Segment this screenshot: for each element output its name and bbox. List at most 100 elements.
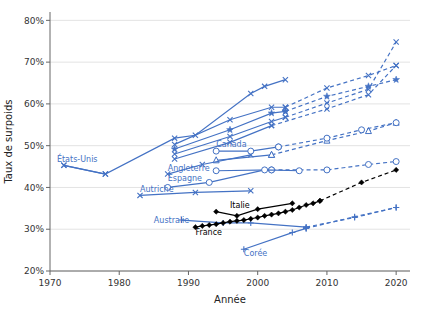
tick-label: 60%	[24, 99, 44, 109]
point	[268, 109, 275, 116]
tick-mark	[46, 229, 50, 230]
point	[234, 218, 239, 223]
series	[283, 39, 399, 119]
point	[393, 205, 399, 211]
grid-line	[50, 62, 410, 63]
tick-label: 1980	[108, 278, 131, 288]
line	[272, 65, 397, 125]
line	[285, 65, 396, 107]
point	[276, 211, 281, 216]
point	[303, 225, 309, 231]
point	[283, 209, 288, 214]
point	[255, 215, 260, 220]
tick-mark	[46, 145, 50, 146]
series	[193, 198, 323, 230]
point	[227, 134, 232, 139]
line	[272, 162, 397, 170]
tick-mark	[46, 187, 50, 188]
line	[278, 123, 396, 147]
point	[297, 205, 302, 210]
point	[227, 219, 232, 224]
point	[394, 39, 399, 44]
point	[393, 119, 399, 125]
series	[303, 205, 399, 231]
point	[171, 145, 178, 152]
point	[296, 168, 302, 174]
grid-line	[50, 20, 410, 21]
point	[214, 222, 219, 227]
annotation: Italie	[230, 201, 250, 210]
point	[289, 230, 295, 236]
line	[244, 228, 306, 249]
tick-mark	[396, 271, 397, 275]
tick-mark	[119, 271, 120, 275]
point	[324, 100, 329, 105]
annotations: États-UnisAngleterreEspagneAutricheCanad…	[57, 140, 267, 258]
point	[324, 85, 329, 90]
series	[275, 120, 399, 150]
line	[175, 111, 286, 149]
point	[352, 214, 358, 220]
point	[282, 108, 289, 115]
plot-area	[61, 39, 399, 252]
annotation: France	[195, 228, 222, 237]
tick-mark	[50, 271, 51, 275]
point	[366, 73, 371, 78]
line	[195, 201, 320, 227]
point	[269, 151, 275, 157]
point	[290, 201, 295, 206]
point	[324, 167, 330, 173]
point	[269, 212, 274, 217]
point	[193, 190, 198, 195]
tick-label: 2020	[385, 278, 408, 288]
point	[248, 216, 253, 221]
point	[234, 213, 239, 218]
tick-mark	[46, 62, 50, 63]
point	[213, 168, 219, 174]
grid-line	[50, 187, 410, 188]
grid-line	[50, 103, 410, 104]
line	[168, 155, 251, 174]
tick-label: 1990	[177, 278, 200, 288]
tick-label: 20%	[24, 266, 44, 276]
series	[269, 119, 400, 157]
annotation: Canada	[216, 140, 247, 149]
grid-line	[50, 229, 410, 230]
series	[241, 225, 309, 252]
annotation: Angleterre	[168, 164, 210, 173]
annotation: Espagne	[168, 174, 202, 183]
series	[283, 63, 399, 110]
tick-mark	[188, 271, 189, 275]
point	[310, 201, 315, 206]
point	[262, 84, 267, 89]
line	[64, 165, 106, 174]
tick-label: 50%	[24, 141, 44, 151]
line	[175, 126, 272, 159]
series	[171, 108, 289, 152]
point	[220, 220, 226, 226]
grid-line	[50, 271, 410, 272]
point	[317, 198, 322, 203]
series	[317, 167, 398, 203]
point	[394, 63, 399, 68]
point	[352, 215, 358, 221]
series	[282, 76, 400, 114]
annotation: Autriche	[140, 185, 174, 194]
annotation: Corée	[244, 248, 268, 258]
point	[275, 144, 281, 150]
point	[324, 135, 330, 141]
point	[359, 180, 364, 185]
point	[393, 76, 400, 83]
annotation: Australie	[154, 216, 189, 225]
tick-label: 2000	[246, 278, 269, 288]
line	[272, 123, 397, 155]
series	[61, 163, 108, 177]
point	[366, 92, 371, 97]
series	[269, 63, 399, 128]
point	[248, 148, 254, 154]
point	[275, 144, 281, 150]
tick-label: 1970	[39, 278, 62, 288]
point	[324, 93, 331, 100]
series	[213, 167, 274, 174]
series	[214, 201, 295, 219]
